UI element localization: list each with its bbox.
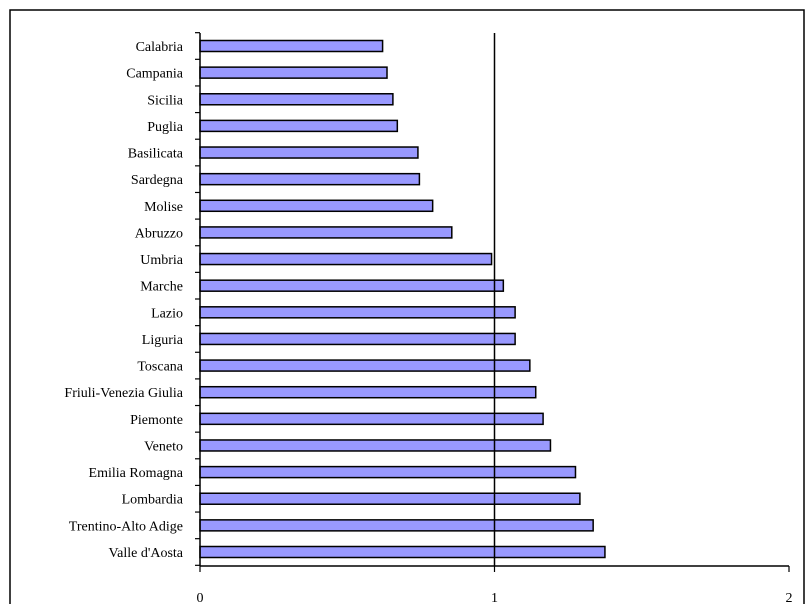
- category-label: Friuli-Venezia Giulia: [64, 386, 183, 401]
- category-label: Umbria: [140, 253, 184, 268]
- x-tick-label: 1: [491, 591, 498, 604]
- bar: [199, 226, 453, 239]
- bar: [199, 519, 594, 532]
- bar: [199, 492, 581, 505]
- bar: [199, 465, 577, 479]
- bar: [199, 412, 544, 426]
- bar: [199, 39, 384, 53]
- bar: [199, 359, 531, 372]
- bar: [199, 332, 516, 346]
- category-label: Puglia: [147, 120, 184, 135]
- category-label: Emilia Romagna: [89, 466, 184, 481]
- bar: [199, 93, 394, 106]
- bar: [199, 252, 493, 266]
- category-label: Lazio: [151, 306, 183, 321]
- x-tick-label: 2: [786, 591, 793, 604]
- category-label: Molise: [144, 200, 183, 215]
- bar: [199, 146, 419, 159]
- category-label: Valle d'Aosta: [109, 546, 184, 561]
- category-label: Calabria: [136, 40, 184, 55]
- category-label: Sicilia: [147, 93, 184, 108]
- category-label: Sardegna: [131, 173, 184, 188]
- category-label: Veneto: [144, 439, 183, 454]
- category-label: Toscana: [137, 360, 183, 375]
- category-label: Lombardia: [122, 493, 184, 508]
- category-label: Liguria: [142, 333, 184, 348]
- bar: [199, 306, 516, 319]
- category-label: Basilicata: [128, 147, 184, 162]
- category-label: Trentino-Alto Adige: [69, 519, 183, 534]
- category-label: Campania: [126, 67, 184, 82]
- bar: [199, 199, 434, 213]
- bar: [199, 172, 421, 186]
- bar: [199, 66, 388, 79]
- bar: [199, 545, 606, 559]
- bar: [199, 119, 399, 133]
- labels-layer: Calabria Campania Sicilia Puglia Basilicata S…: [64, 40, 792, 604]
- category-label: Marche: [140, 280, 183, 295]
- axis-layer: [195, 32, 790, 572]
- bar: [199, 385, 537, 399]
- category-label: Piemonte: [130, 413, 183, 428]
- bar: [199, 439, 552, 452]
- bar: [199, 279, 505, 292]
- x-tick-label: 0: [197, 591, 204, 604]
- category-label: Abruzzo: [135, 226, 183, 241]
